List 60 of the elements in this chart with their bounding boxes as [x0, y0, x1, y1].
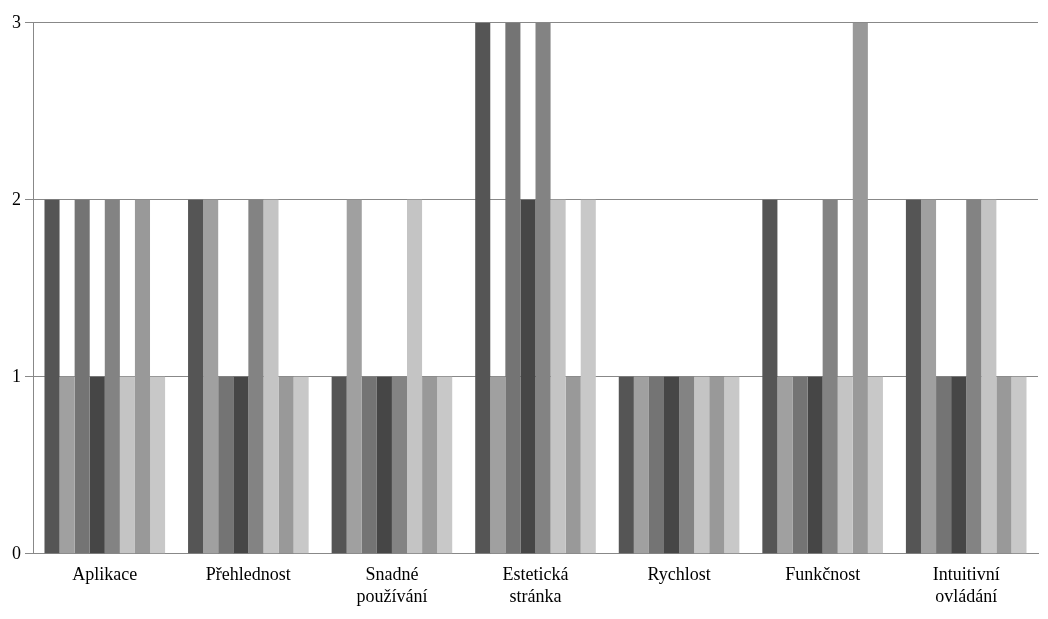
y-tick-label: 2 — [12, 188, 21, 209]
bar — [762, 199, 778, 554]
x-tick-label: Aplikace — [72, 564, 138, 585]
bar — [520, 199, 536, 554]
bar — [188, 199, 204, 554]
bar — [505, 22, 521, 554]
x-tick-label: Snadné používání — [356, 564, 428, 606]
bar — [580, 199, 596, 554]
bar — [119, 376, 135, 554]
x-tick-label: Přehlednost — [205, 564, 291, 585]
bar — [724, 376, 740, 554]
bar — [59, 376, 75, 554]
y-tick-label: 3 — [12, 11, 21, 32]
bar — [1011, 376, 1027, 554]
bar — [920, 199, 937, 554]
bar — [694, 376, 710, 554]
bar — [837, 376, 853, 554]
bar — [89, 376, 105, 554]
y-tick-label: 0 — [12, 542, 21, 563]
bar — [293, 376, 309, 554]
bar — [777, 376, 793, 554]
bar — [407, 199, 423, 554]
bar — [550, 199, 566, 554]
x-tick-label: Estetická stránka — [502, 564, 569, 606]
bar — [951, 376, 967, 554]
bar — [361, 376, 377, 554]
bar — [709, 376, 725, 554]
bar — [218, 376, 234, 554]
bar — [437, 376, 453, 554]
bar — [263, 199, 279, 554]
bar — [203, 199, 219, 554]
bar — [44, 199, 60, 554]
bar — [331, 376, 347, 554]
bar — [376, 376, 392, 554]
bar — [792, 376, 808, 554]
bar — [475, 22, 491, 554]
bar — [346, 199, 362, 554]
x-tick-label: Funkčnost — [785, 564, 861, 585]
bar — [633, 376, 649, 554]
bar — [233, 376, 249, 554]
bar — [490, 376, 506, 554]
bar — [664, 376, 680, 554]
x-tick-label: Rychlost — [647, 564, 711, 585]
y-tick-label: 1 — [12, 365, 21, 386]
bar — [278, 376, 294, 554]
x-tick-label: Intuitivní ovládání — [932, 564, 1000, 606]
bar — [648, 376, 664, 554]
bar — [905, 199, 921, 554]
bar — [996, 376, 1012, 554]
bar — [618, 376, 634, 554]
bar — [867, 376, 883, 554]
bar — [422, 376, 438, 554]
bar — [936, 376, 952, 554]
bar — [852, 22, 868, 554]
bar — [134, 199, 151, 554]
bar — [74, 199, 90, 554]
bar — [565, 376, 581, 554]
bar — [807, 376, 823, 554]
bar — [150, 376, 166, 554]
bar — [981, 199, 997, 554]
